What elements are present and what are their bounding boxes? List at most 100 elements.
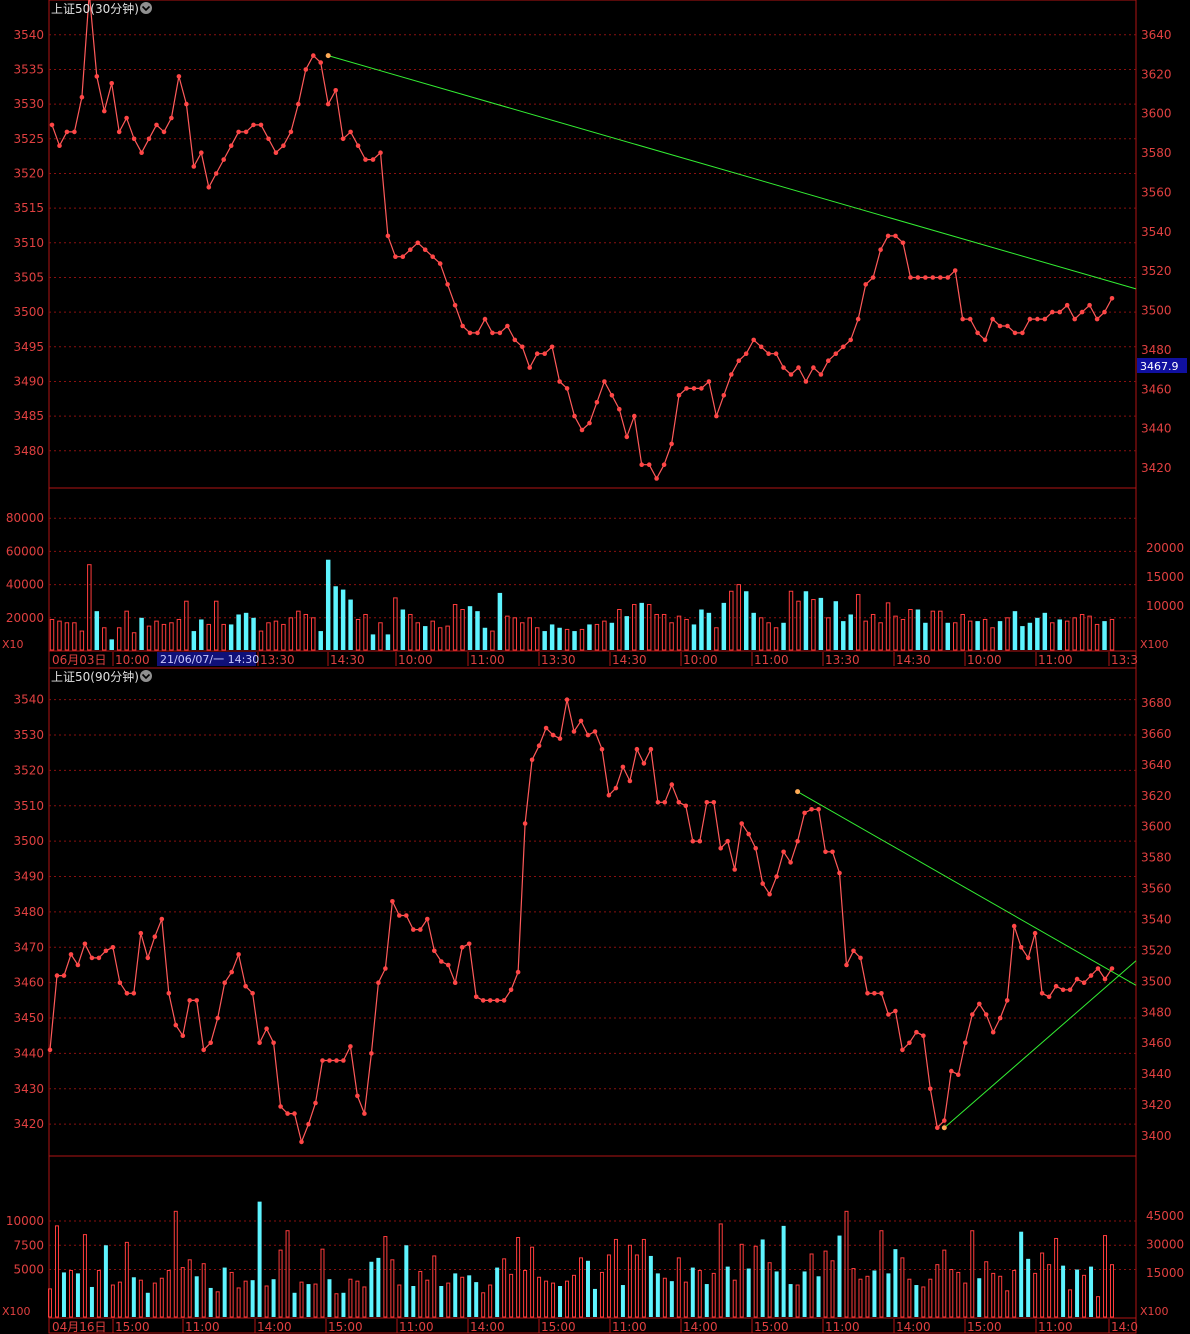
price-point xyxy=(482,316,488,322)
price-point xyxy=(781,849,786,855)
price-point xyxy=(299,1139,304,1145)
volume-bar xyxy=(557,627,562,650)
y-tick-label: 3440 xyxy=(13,1046,44,1060)
volume-bar xyxy=(146,625,152,651)
volume-bar xyxy=(423,626,428,650)
volume-bar xyxy=(803,591,809,650)
volume-bar xyxy=(795,1284,800,1318)
volume-bar xyxy=(292,1292,297,1317)
y-tick-label-right: 3440 xyxy=(1141,1067,1172,1081)
chevron-down-icon[interactable] xyxy=(140,2,152,14)
volume-bar xyxy=(243,1280,248,1318)
price-point xyxy=(908,275,913,280)
volume-bar xyxy=(94,611,100,650)
price-point xyxy=(109,81,114,86)
price-point xyxy=(68,952,74,957)
volume-bar xyxy=(89,1286,94,1317)
price-point xyxy=(1046,994,1052,1000)
volume-bar xyxy=(166,1269,171,1318)
price-point xyxy=(885,233,891,239)
panel-90min[interactable]: 3540 3530 3520 3510 3500 3490 3480 3470 3460 3450… xyxy=(2,667,1184,1334)
volume-unit-30min: X10 xyxy=(2,638,24,651)
volume-bar xyxy=(781,622,786,650)
volume-bar xyxy=(87,564,92,651)
trend-line[interactable] xyxy=(943,960,1137,1129)
trend-line[interactable] xyxy=(797,791,1137,986)
price-point xyxy=(579,427,585,433)
price-point xyxy=(1081,980,1087,985)
trend-anchor[interactable] xyxy=(795,789,801,795)
trend-anchor[interactable] xyxy=(325,53,331,59)
price-point xyxy=(967,316,973,322)
price-point xyxy=(766,351,771,357)
volume-bar xyxy=(1068,1289,1073,1318)
volume-bar xyxy=(348,1278,353,1318)
volume-bar xyxy=(949,1269,954,1318)
price-point xyxy=(1012,330,1018,336)
price-point xyxy=(159,916,165,922)
x-tick-label: 11:00 xyxy=(1038,653,1073,667)
y-tick-label-right: 3620 xyxy=(1141,67,1172,81)
volume-bar xyxy=(900,618,906,651)
trend-lines-30min[interactable] xyxy=(325,53,1137,290)
price-point xyxy=(208,1040,213,1046)
volume-bar xyxy=(161,623,167,651)
volume-unit-right-90min: X100 xyxy=(1140,1305,1169,1318)
volume-tick-label-right: 15000 xyxy=(1146,1266,1184,1280)
volume-bar xyxy=(236,614,241,650)
volume-bar xyxy=(1047,1264,1052,1318)
volume-bar xyxy=(138,1279,143,1318)
volume-bar xyxy=(397,1284,402,1318)
price-point xyxy=(228,143,234,148)
x-tick-label: 13:30 xyxy=(260,653,295,667)
price-point xyxy=(1035,316,1040,322)
volume-bar xyxy=(236,1287,241,1318)
trend-anchor[interactable] xyxy=(941,1125,947,1131)
volume-bar xyxy=(711,1272,716,1318)
volume-bar xyxy=(893,1249,898,1317)
y-tick-label: 3540 xyxy=(13,28,44,42)
price-point xyxy=(340,136,346,142)
volume-bar xyxy=(348,599,353,650)
price-point xyxy=(879,991,884,996)
price-point xyxy=(411,927,416,932)
price-series-90min[interactable] xyxy=(47,697,1115,1145)
y-tick-label-right: 3500 xyxy=(1141,974,1172,988)
volume-bar xyxy=(579,628,585,651)
price-point xyxy=(475,330,480,336)
panel-30min[interactable]: 3540 3535 3530 3525 3520 3515 3510 3505 3500 3495… xyxy=(2,0,1187,669)
y-tick-label: 3460 xyxy=(13,976,44,990)
price-point xyxy=(363,157,368,162)
price-point xyxy=(250,991,255,996)
trend-lines-90min[interactable] xyxy=(795,789,1137,1131)
volume-bars-90min xyxy=(48,1201,1114,1318)
price-point xyxy=(54,973,60,978)
price-line[interactable] xyxy=(51,0,1113,480)
volume-bar xyxy=(288,617,294,651)
x-tick-label: 14:30 xyxy=(612,653,647,667)
volume-bar xyxy=(516,1237,521,1318)
volume-bar xyxy=(963,1282,968,1318)
price-point xyxy=(131,136,137,142)
price-point xyxy=(318,60,324,65)
price-point xyxy=(103,948,109,954)
chevron-down-icon[interactable] xyxy=(140,670,152,682)
price-point xyxy=(549,344,555,350)
volume-bar xyxy=(530,1246,535,1318)
volume-tick-label: 10000 xyxy=(6,1214,44,1228)
x-tick-label: 14:00 xyxy=(683,1320,718,1334)
trend-line[interactable] xyxy=(328,55,1137,290)
price-point xyxy=(288,129,294,135)
volume-tick-label-right: 45000 xyxy=(1146,1209,1184,1223)
volume-bar xyxy=(885,602,891,651)
price-point xyxy=(732,867,737,872)
price-point xyxy=(430,254,436,259)
volume-bar xyxy=(997,621,1003,650)
volume-frame-30min xyxy=(48,487,1137,652)
price-line[interactable] xyxy=(49,699,1113,1144)
price-series-30min[interactable] xyxy=(49,0,1115,481)
price-point xyxy=(64,129,70,135)
x-tick-label: 11:00 xyxy=(612,1320,647,1334)
price-point xyxy=(334,1058,339,1063)
